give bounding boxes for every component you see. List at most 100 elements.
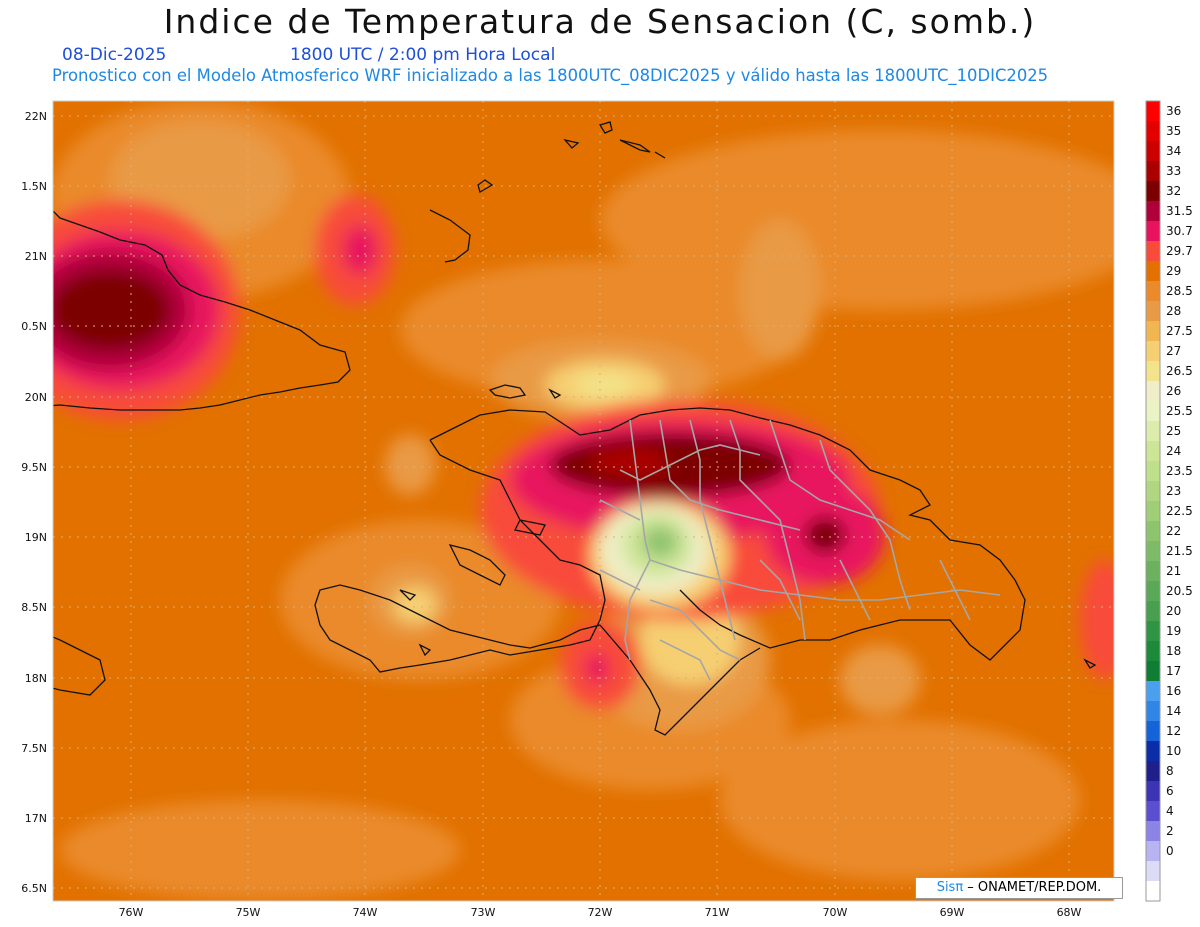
colorbar-swatch: [1146, 301, 1160, 321]
lat-label: 7.5N: [21, 742, 47, 755]
colorbar-swatch: [1146, 721, 1160, 741]
lat-label: 19N: [25, 531, 47, 544]
lat-label: 1.5N: [21, 180, 47, 193]
colorbar-label: 29: [1166, 264, 1181, 278]
colorbar-label: 36: [1166, 104, 1181, 118]
colorbar-label: 20: [1166, 604, 1181, 618]
lon-label: 73W: [471, 906, 496, 919]
colorbar-swatch: [1146, 181, 1160, 201]
colorbar-swatch: [1146, 781, 1160, 801]
colorbar-swatch: [1146, 521, 1160, 541]
colorbar-label: 2: [1166, 824, 1174, 838]
colorbar-label: 23.5: [1166, 464, 1193, 478]
colorbar-label: 19: [1166, 624, 1181, 638]
lat-label: 18N: [25, 672, 47, 685]
lat-label: 9.5N: [21, 461, 47, 474]
colorbar-swatch: [1146, 821, 1160, 841]
colorbar-label: 26.5: [1166, 364, 1193, 378]
colorbar-label: 21: [1166, 564, 1181, 578]
colorbar-label: 12: [1166, 724, 1181, 738]
colorbar-swatch: [1146, 161, 1160, 181]
colorbar-label: 14: [1166, 704, 1181, 718]
colorbar-label: 26: [1166, 384, 1181, 398]
colorbar-swatch: [1146, 281, 1160, 301]
colorbar-swatch: [1146, 401, 1160, 421]
lon-label: 75W: [236, 906, 261, 919]
colorbar-swatch: [1146, 801, 1160, 821]
lon-label: 71W: [705, 906, 730, 919]
colorbar-label: 22.5: [1166, 504, 1193, 518]
lon-label: 70W: [823, 906, 848, 919]
colorbar-label: 6: [1166, 784, 1174, 798]
colorbar-swatch: [1146, 141, 1160, 161]
lat-label: 0.5N: [21, 320, 47, 333]
lat-label: 21N: [25, 250, 47, 263]
colorbar-swatch: [1146, 341, 1160, 361]
lat-label: 17N: [25, 812, 47, 825]
colorbar-swatch: [1146, 641, 1160, 661]
colorbar-label: 21.5: [1166, 544, 1193, 558]
colorbar-swatch: [1146, 881, 1160, 901]
colorbar-swatch: [1146, 581, 1160, 601]
lon-label: 74W: [353, 906, 378, 919]
colorbar-swatch: [1146, 841, 1160, 861]
lon-label: 76W: [119, 906, 144, 919]
colorbar-swatch: [1146, 381, 1160, 401]
colorbar-label: 32: [1166, 184, 1181, 198]
colorbar-swatch: [1146, 461, 1160, 481]
colorbar: 363534333231.530.729.72928.52827.52726.5…: [1145, 100, 1193, 902]
colorbar-label: 30.7: [1166, 224, 1193, 238]
colorbar-label: 25.5: [1166, 404, 1193, 418]
colorbar-label: 4: [1166, 804, 1174, 818]
colorbar-label: 0: [1166, 844, 1174, 858]
credit-box: Sisπ – ONAMET/REP.DOM.: [915, 877, 1123, 899]
contour-field: [53, 101, 1114, 901]
graticule: [53, 101, 1114, 901]
lon-label: 68W: [1057, 906, 1082, 919]
lon-label: 69W: [940, 906, 965, 919]
colorbar-label: 24: [1166, 444, 1181, 458]
colorbar-label: 29.7: [1166, 244, 1193, 258]
lat-label: 20N: [25, 391, 47, 404]
forecast-description: Pronostico con el Modelo Atmosferico WRF…: [52, 66, 1049, 85]
longitude-labels: 76W 75W 74W 73W 72W 71W 70W 69W 68W: [119, 906, 1082, 919]
colorbar-swatch: [1146, 761, 1160, 781]
colorbar-swatch: [1146, 501, 1160, 521]
colorbar-label: 18: [1166, 644, 1181, 658]
colorbar-label: 35: [1166, 124, 1181, 138]
colorbar-swatch: [1146, 681, 1160, 701]
lat-label: 8.5N: [21, 601, 47, 614]
colorbar-swatch: [1146, 121, 1160, 141]
colorbar-swatch: [1146, 101, 1160, 121]
colorbar-swatch: [1146, 421, 1160, 441]
provincial-borders: [599, 419, 1001, 681]
colorbar-label: 25: [1166, 424, 1181, 438]
colorbar-label: 17: [1166, 664, 1181, 678]
sispi-logo-text: Sisπ: [936, 880, 964, 895]
colorbar-label: 34: [1166, 144, 1181, 158]
colorbar-swatch: [1146, 621, 1160, 641]
colorbar-swatch: [1146, 201, 1160, 221]
colorbar-label: 23: [1166, 484, 1181, 498]
latitude-labels: 22N 1.5N 21N 0.5N 20N 9.5N 19N 8.5N 18N …: [21, 110, 47, 895]
colorbar-swatch: [1146, 221, 1160, 241]
colorbar-swatch: [1146, 241, 1160, 261]
lat-label: 22N: [25, 110, 47, 123]
colorbar-label: 16: [1166, 684, 1181, 698]
colorbar-swatch: [1146, 441, 1160, 461]
colorbar-swatch: [1146, 481, 1160, 501]
colorbar-swatch: [1146, 321, 1160, 341]
map-title: Indice de Temperatura de Sensacion (C, s…: [163, 2, 1037, 41]
colorbar-swatch: [1146, 741, 1160, 761]
colorbar-swatch: [1146, 701, 1160, 721]
colorbar-label: 22: [1166, 524, 1181, 538]
lat-label: 6.5N: [21, 882, 47, 895]
colorbar-label: 28: [1166, 304, 1181, 318]
colorbar-label: 20.5: [1166, 584, 1193, 598]
coastlines: [53, 121, 1097, 736]
colorbar-swatch: [1146, 541, 1160, 561]
colorbar-swatch: [1146, 661, 1160, 681]
lon-label: 72W: [588, 906, 613, 919]
colorbar-label: 28.5: [1166, 284, 1193, 298]
